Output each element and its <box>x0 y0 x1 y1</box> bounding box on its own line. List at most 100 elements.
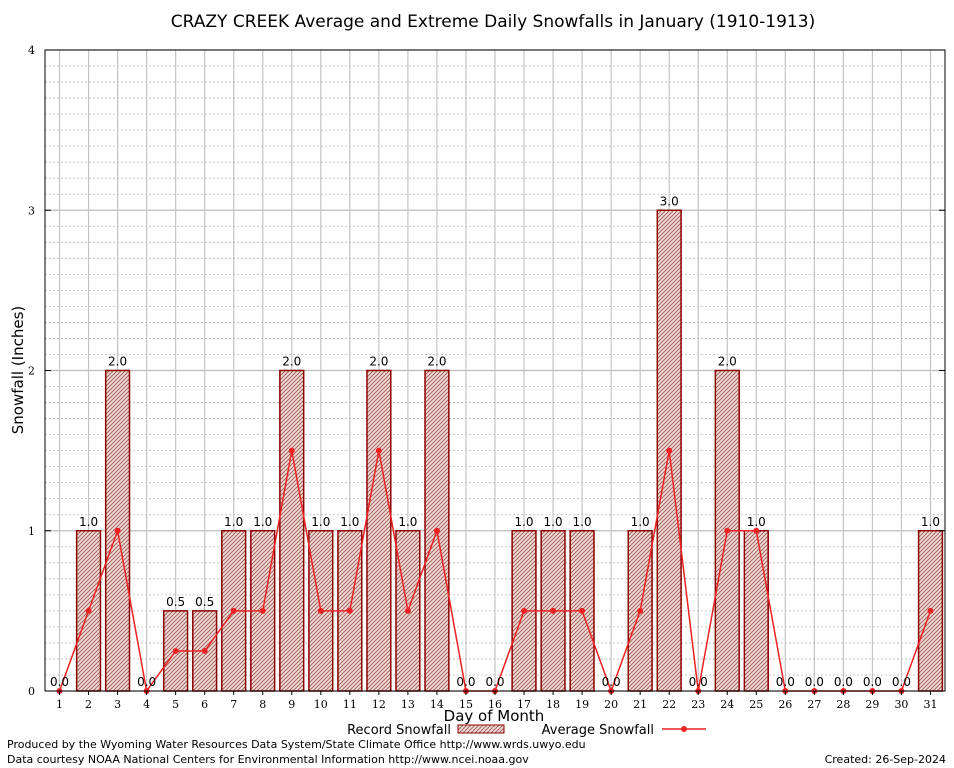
bar-value-label: 1.0 <box>224 515 243 529</box>
x-tick-label: 23 <box>691 698 705 711</box>
x-tick-label: 21 <box>633 698 647 711</box>
average-point <box>404 607 411 614</box>
record-bar <box>366 369 392 692</box>
bar-value-label: 0.0 <box>485 675 504 689</box>
average-point <box>753 527 760 534</box>
x-tick-label: 2 <box>85 698 92 711</box>
average-point <box>85 607 92 614</box>
average-point <box>550 607 557 614</box>
average-point <box>666 447 673 454</box>
bar-value-label: 0.5 <box>195 595 214 609</box>
bar-value-label: 0.0 <box>689 675 708 689</box>
grid-lines <box>45 49 945 692</box>
footer-produced-by: Produced by the Wyoming Water Resources … <box>7 738 586 751</box>
footer-courtesy: Data courtesy NOAA National Centers for … <box>7 753 529 766</box>
record-bar <box>743 530 769 692</box>
y-tick-label: 3 <box>28 204 35 217</box>
x-axis-ticks: 1 2 3 4 5 6 7 8 9 10 11 12 13 14 15 16 17 18 19 20 21 22 23 24 2… <box>56 691 937 711</box>
bar-value-label: 3.0 <box>660 194 679 208</box>
x-tick-label: 10 <box>314 698 328 711</box>
legend-record-label: Record Snowfall <box>347 723 451 738</box>
x-tick-label: 14 <box>430 698 444 711</box>
average-point <box>317 607 324 614</box>
bar-value-label: 0.0 <box>602 675 621 689</box>
record-bar <box>279 369 305 692</box>
legend-record-swatch <box>457 724 505 734</box>
y-axis-label: Snowfall (Inches) <box>9 306 27 434</box>
legend-average-label: Average Snowfall <box>542 723 654 738</box>
bar-value-label: 2.0 <box>108 355 127 369</box>
bar-value-label: 1.0 <box>79 515 98 529</box>
average-point <box>927 607 934 614</box>
bar-value-label: 2.0 <box>282 355 301 369</box>
y-tick-label: 1 <box>28 525 35 538</box>
average-point <box>579 607 586 614</box>
x-tick-label: 6 <box>201 698 208 711</box>
x-tick-label: 24 <box>720 698 734 711</box>
bar-value-label: 0.0 <box>776 675 795 689</box>
x-tick-label: 29 <box>865 698 879 711</box>
x-tick-label: 17 <box>517 698 531 711</box>
x-tick-label: 28 <box>836 698 850 711</box>
average-point <box>201 647 208 654</box>
bar-value-label: 2.0 <box>369 355 388 369</box>
y-tick-label: 0 <box>28 685 35 698</box>
bar-value-label: 2.0 <box>718 355 737 369</box>
average-point <box>346 607 353 614</box>
bar-value-label: 0.0 <box>456 675 475 689</box>
x-tick-label: 31 <box>923 698 937 711</box>
bar-value-label: 0.0 <box>50 675 69 689</box>
x-tick-label: 15 <box>459 698 473 711</box>
bar-value-label: 0.0 <box>834 675 853 689</box>
x-tick-label: 7 <box>230 698 237 711</box>
average-point <box>230 607 237 614</box>
average-point <box>288 447 295 454</box>
bar-value-label: 1.0 <box>631 515 650 529</box>
chart-title: CRAZY CREEK Average and Extreme Daily Sn… <box>171 12 815 32</box>
bar-value-label: 2.0 <box>427 355 446 369</box>
x-tick-label: 19 <box>575 698 589 711</box>
legend: Record Snowfall Average Snowfall <box>347 723 706 738</box>
average-point <box>433 527 440 534</box>
footer-created: Created: 26-Sep-2024 <box>824 753 946 766</box>
legend-average-marker <box>681 726 687 732</box>
x-tick-label: 22 <box>662 698 676 711</box>
average-point <box>521 607 528 614</box>
x-tick-label: 9 <box>288 698 295 711</box>
bar-value-label: 0.0 <box>863 675 882 689</box>
x-tick-label: 26 <box>778 698 792 711</box>
x-tick-label: 18 <box>546 698 560 711</box>
y-tick-label: 4 <box>28 44 35 57</box>
bar-value-label: 1.0 <box>747 515 766 529</box>
bar-value-label: 0.0 <box>805 675 824 689</box>
x-tick-label: 5 <box>172 698 179 711</box>
x-axis-label: Day of Month <box>444 707 545 725</box>
bar-value-label: 0.5 <box>166 595 185 609</box>
bar-value-label: 0.0 <box>137 675 156 689</box>
x-tick-label: 27 <box>807 698 821 711</box>
bar-value-label: 1.0 <box>921 515 940 529</box>
x-tick-label: 8 <box>259 698 266 711</box>
average-point <box>637 607 644 614</box>
average-point <box>114 527 121 534</box>
bar-value-label: 1.0 <box>514 515 533 529</box>
x-tick-label: 1 <box>56 698 63 711</box>
average-point <box>259 607 266 614</box>
bar-value-label: 1.0 <box>253 515 272 529</box>
x-tick-label: 30 <box>894 698 908 711</box>
bar-value-label: 1.0 <box>398 515 417 529</box>
y-axis-ticks: 0 1 2 3 4 <box>28 44 945 698</box>
x-tick-label: 4 <box>143 698 150 711</box>
bar-value-label: 1.0 <box>573 515 592 529</box>
x-tick-label: 12 <box>372 698 386 711</box>
bar-value-label: 1.0 <box>311 515 330 529</box>
x-tick-label: 20 <box>604 698 618 711</box>
average-point <box>724 527 731 534</box>
x-tick-label: 25 <box>749 698 763 711</box>
average-point <box>375 447 382 454</box>
x-tick-label: 16 <box>488 698 502 711</box>
x-tick-label: 13 <box>401 698 415 711</box>
bar-value-label: 0.0 <box>892 675 911 689</box>
y-tick-label: 2 <box>28 365 35 378</box>
